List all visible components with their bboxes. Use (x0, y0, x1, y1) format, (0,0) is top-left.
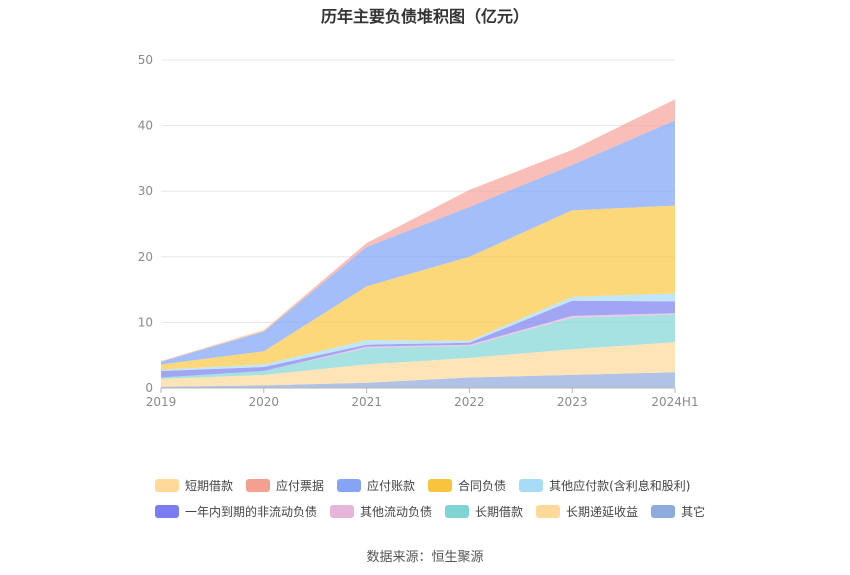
legend-swatch (337, 478, 362, 492)
legend-label: 短期借款 (185, 478, 234, 493)
legend-label: 长期递延收益 (566, 504, 639, 519)
legend-item[interactable]: 长期递延收益 (536, 503, 638, 520)
legend-label: 应付账款 (367, 478, 416, 493)
x-tick-label: 2023 (557, 395, 588, 409)
area-series[interactable] (161, 300, 675, 378)
legend-label: 其他应付款(含利息和股利) (549, 478, 691, 493)
y-tick-label: 10 (138, 315, 153, 329)
legend-swatch (536, 504, 561, 518)
y-tick-label: 50 (138, 53, 153, 67)
legend-swatch (651, 504, 676, 518)
legend-row: 短期借款 应付票据 应付账款 合同负债 其他应付款(含利息和股利) (155, 472, 715, 498)
legend-item[interactable]: 长期借款 (445, 503, 523, 520)
stacked-area-chart: 0 10 20 30 40 50 2019 2020 2021 2022 2023 2024H1 (138, 53, 699, 409)
legend-item[interactable]: 一年内到期的非流动负债 (155, 503, 317, 520)
y-tick-label: 40 (138, 119, 153, 133)
legend-swatch (330, 504, 355, 518)
legend-item[interactable]: 其他应付款(含利息和股利) (519, 477, 690, 494)
area-series[interactable] (161, 372, 675, 388)
legend-label: 合同负债 (458, 478, 507, 493)
chart-title: 历年主要负债堆积图（亿元） (320, 7, 529, 26)
legend-item[interactable]: 应付票据 (246, 477, 324, 494)
y-tick-label: 20 (138, 250, 153, 264)
x-tick-label: 2020 (249, 395, 280, 409)
legend-swatch (428, 478, 453, 492)
legend-label: 应付票据 (276, 478, 325, 493)
legend-label: 长期借款 (475, 504, 524, 519)
legend-swatch (519, 478, 544, 492)
x-tick-label: 2022 (454, 395, 485, 409)
area-series[interactable] (161, 314, 675, 379)
x-tick-label: 2024H1 (651, 395, 698, 409)
legend-item[interactable]: 短期借款 (155, 477, 233, 494)
y-tick-label: 30 (138, 184, 153, 198)
legend-label: 其他流动负债 (360, 504, 433, 519)
legend-swatch (155, 478, 179, 492)
y-tick-label: 0 (145, 381, 153, 395)
legend: 短期借款 应付票据 应付账款 合同负债 其他应付款(含利息和股利) 一年内到期的非流动负债… (155, 472, 715, 524)
legend-row: 一年内到期的非流动负债 其他流动负债 长期借款 长期递延收益 其它 (155, 498, 715, 524)
legend-item[interactable]: 其它 (651, 503, 705, 520)
legend-swatch (155, 504, 179, 518)
legend-label: 其它 (681, 504, 706, 519)
legend-label: 一年内到期的非流动负债 (185, 504, 318, 519)
legend-swatch (445, 504, 470, 518)
data-source: 数据来源：恒生聚源 (366, 550, 484, 565)
legend-swatch (246, 478, 271, 492)
legend-item[interactable]: 其他流动负债 (330, 503, 432, 520)
x-tick-label: 2019 (146, 395, 177, 409)
legend-item[interactable]: 合同负债 (428, 477, 506, 494)
area-series[interactable] (161, 120, 675, 365)
area-series[interactable] (161, 99, 675, 362)
area-series[interactable] (161, 342, 675, 387)
legend-item[interactable]: 应付账款 (337, 477, 415, 494)
x-tick-label: 2021 (351, 395, 382, 409)
area-series[interactable] (161, 205, 675, 370)
